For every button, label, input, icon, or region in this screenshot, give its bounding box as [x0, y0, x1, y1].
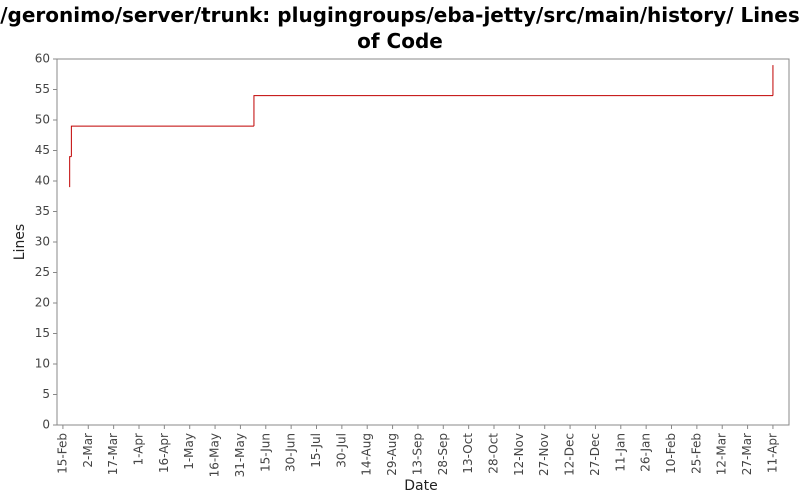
x-tick-label: 1-Apr — [131, 433, 145, 466]
x-tick-label: 26-Jan — [639, 433, 653, 472]
x-tick-label: 28-Oct — [487, 433, 501, 474]
y-tick-label: 15 — [35, 326, 50, 340]
x-tick-label: 16-May — [208, 433, 222, 477]
step-segment — [70, 125, 254, 157]
y-tick-label: 0 — [42, 418, 50, 432]
x-tick-label: 12-Dec — [563, 433, 577, 476]
y-tick-label: 45 — [35, 143, 50, 157]
y-axis-title: Lines — [12, 224, 28, 260]
x-tick-label: 30-Jul — [334, 433, 348, 468]
x-tick-label: 29-Aug — [385, 433, 399, 476]
step-segment — [69, 156, 72, 188]
x-tick-label: 27-Dec — [588, 433, 602, 476]
y-tick-label: 55 — [35, 82, 50, 96]
x-tick-label: 30-Jun — [284, 433, 298, 472]
x-tick-label: 28-Sep — [436, 433, 450, 475]
x-tick-label: 11-Jan — [613, 433, 627, 472]
x-tick-label: 15-Feb — [55, 433, 69, 474]
x-tick-label: 1-May — [182, 433, 196, 470]
x-tick-label: 13-Oct — [461, 433, 475, 474]
x-tick-label: 15-Jul — [309, 433, 323, 468]
x-tick-label: 10-Feb — [664, 433, 678, 474]
x-tick-label: 16-Apr — [157, 433, 171, 473]
y-tick-label: 35 — [35, 204, 50, 218]
x-tick-label: 12-Nov — [512, 433, 526, 476]
x-tick-label: 2-Mar — [81, 433, 95, 468]
x-tick-label: 27-Mar — [740, 433, 754, 475]
y-tick-label: 20 — [35, 296, 50, 310]
x-tick-label: 15-Jun — [258, 433, 272, 472]
chart-title: /geronimo/server/trunk: plugingroups/eba… — [0, 3, 800, 53]
x-tick-label: 13-Sep — [410, 433, 424, 475]
y-tick-label: 10 — [35, 357, 50, 371]
x-tick-label: 17-Mar — [106, 433, 120, 475]
x-axis-title: Date — [404, 478, 437, 494]
plot-frame — [56, 58, 790, 426]
x-tick-label: 12-Mar — [715, 433, 729, 475]
x-tick-label: 31-May — [233, 433, 247, 477]
y-tick-label: 5 — [42, 387, 50, 401]
x-tick-label: 25-Feb — [689, 433, 703, 474]
y-tick-label: 60 — [35, 52, 50, 66]
step-segment — [253, 95, 773, 127]
y-tick-label: 25 — [35, 265, 50, 279]
y-tick-label: 50 — [35, 113, 50, 127]
x-tick-label: 14-Aug — [360, 433, 374, 476]
y-tick-label: 40 — [35, 174, 50, 188]
x-tick-label: 27-Nov — [537, 433, 551, 476]
y-tick-label: 30 — [35, 235, 50, 249]
x-tick-label: 11-Apr — [765, 433, 779, 473]
